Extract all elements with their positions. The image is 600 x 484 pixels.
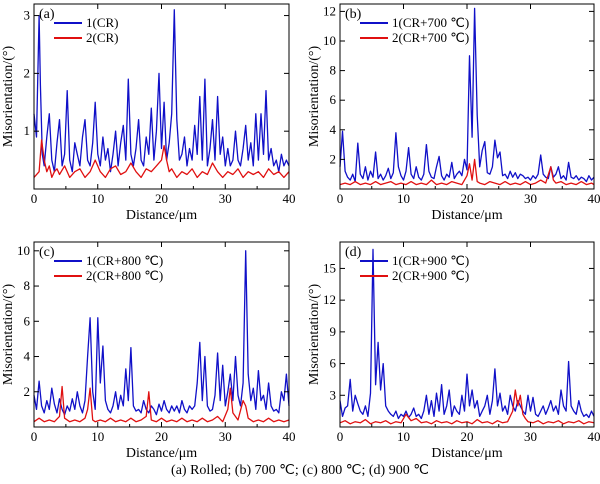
chart-panel-3: 0 10 20 30 40 2 4 6 8 10 Distance/μm Misorientation…	[1, 241, 296, 461]
legend-label: 2(CR+900 ℃)	[392, 268, 469, 283]
series-line-1	[33, 9, 290, 173]
panel-label: (b)	[345, 7, 362, 22]
y-tick-label: 9	[330, 324, 337, 339]
panel-label: (d)	[345, 245, 362, 260]
x-tick-label: 10	[91, 429, 104, 444]
x-tick-label: 20	[155, 429, 168, 444]
series-line-1	[33, 250, 290, 416]
plot-frame	[33, 3, 290, 190]
legend-label: 1(CR)	[86, 15, 119, 30]
x-tick-label: 20	[461, 429, 474, 444]
y-tick-label: 6	[330, 92, 337, 107]
y-tick-label: 4	[24, 349, 31, 364]
y-tick-label: 2	[330, 151, 337, 166]
series-line-1	[339, 248, 595, 420]
legend-label: 1(CR+900 ℃)	[392, 253, 469, 268]
x-tick-label: 40	[283, 429, 296, 444]
figure-caption: (a) Rolled; (b) 700 ℃; (c) 800 ℃; (d) 90…	[171, 463, 429, 478]
x-tick-label: 40	[588, 429, 600, 444]
y-tick-label: 2	[24, 384, 31, 399]
y-tick-label: 1	[24, 123, 31, 138]
y-tick-label: 12	[323, 292, 336, 307]
legend-label: 2(CR+800 ℃)	[86, 268, 163, 283]
legend-label: 1(CR+800 ℃)	[86, 253, 163, 268]
y-tick-label: 8	[330, 63, 337, 78]
legend-label: 1(CR+700 ℃)	[392, 15, 469, 30]
x-tick-label: 30	[524, 191, 537, 206]
chart-panel-1: 0 10 20 30 40 1 2 3 Distance/μm Misorientation/(°…	[1, 3, 296, 223]
x-axis-label: Distance/μm	[431, 208, 502, 223]
series-line-2	[339, 158, 595, 186]
x-tick-label: 0	[31, 429, 38, 444]
legend-label: 2(CR)	[86, 30, 119, 45]
x-tick-label: 0	[31, 191, 38, 206]
x-tick-label: 0	[337, 191, 344, 206]
x-tick-label: 20	[155, 191, 168, 206]
x-axis-label: Distance/μm	[126, 446, 197, 461]
x-tick-label: 40	[588, 191, 600, 206]
panel-label: (c)	[39, 245, 55, 260]
y-tick-label: 4	[330, 122, 337, 137]
x-tick-label: 40	[283, 191, 296, 206]
y-tick-label: 3	[24, 8, 31, 23]
y-axis-label: Misorientation/(°)	[1, 284, 16, 386]
series-line-2	[339, 389, 595, 425]
x-tick-label: 10	[397, 191, 410, 206]
x-tick-label: 30	[219, 429, 232, 444]
chart-panel-2: 0 10 20 30 40 2 4 6 8 10 12 Distance/μm Misorientati…	[307, 3, 600, 223]
y-tick-label: 6	[330, 356, 337, 371]
x-tick-label: 20	[461, 191, 474, 206]
chart-panel-4: 0 10 20 30 40 3 6 9 12 15 Distance/μm Misorientatio…	[307, 241, 600, 461]
series-line-2	[33, 385, 290, 423]
y-axis-label: Misorientation/(°)	[1, 46, 16, 148]
series-line-2	[33, 139, 290, 179]
x-tick-label: 30	[219, 191, 232, 206]
y-tick-label: 8	[24, 278, 31, 293]
x-tick-label: 10	[397, 429, 410, 444]
y-tick-label: 12	[323, 3, 336, 18]
y-tick-label: 10	[17, 243, 30, 258]
panel-label: (a)	[39, 7, 55, 22]
y-tick-label: 10	[323, 33, 336, 48]
y-tick-label: 6	[24, 313, 31, 328]
legend-label: 2(CR+700 ℃)	[392, 30, 469, 45]
x-tick-label: 0	[337, 429, 344, 444]
x-axis-label: Distance/μm	[431, 446, 502, 461]
x-tick-label: 10	[91, 191, 104, 206]
y-axis-label: Misorientation/(°)	[307, 284, 322, 386]
y-tick-label: 15	[323, 260, 336, 275]
x-axis-label: Distance/μm	[126, 208, 197, 223]
y-tick-label: 3	[330, 387, 337, 402]
x-tick-label: 30	[524, 429, 537, 444]
y-axis-label: Misorientation/(°)	[307, 46, 322, 148]
y-tick-label: 2	[24, 65, 31, 80]
